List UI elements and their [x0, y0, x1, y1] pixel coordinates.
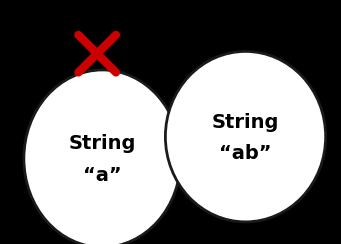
Text: “ab”: “ab” [219, 144, 272, 163]
Text: “a”: “a” [83, 166, 122, 185]
Ellipse shape [165, 51, 326, 222]
Text: String: String [69, 134, 136, 153]
Ellipse shape [24, 70, 181, 244]
Text: String: String [212, 112, 279, 132]
